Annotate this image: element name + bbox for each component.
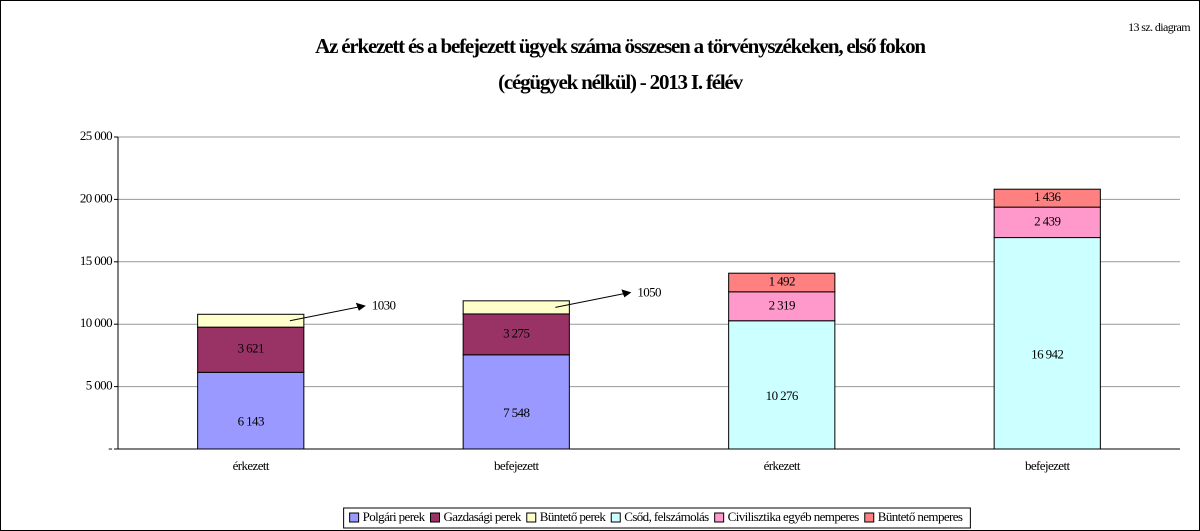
legend-label: Polgári perek bbox=[363, 509, 426, 524]
data-label: 3 275 bbox=[503, 325, 529, 340]
legend-swatch bbox=[430, 512, 440, 523]
x-tick-label: érkezett bbox=[764, 458, 801, 473]
x-tick-label: érkezett bbox=[233, 458, 270, 473]
chart-title: (cégügyek nélkül) - 2013 I. félév bbox=[498, 70, 744, 94]
label-arrowhead bbox=[355, 302, 366, 311]
bar-segment bbox=[728, 291, 836, 322]
legend-swatch bbox=[610, 512, 621, 523]
bar-segment bbox=[197, 326, 305, 373]
bar-segment bbox=[197, 371, 305, 450]
legend-label: Gazdasági perek bbox=[444, 509, 522, 524]
label-arrow bbox=[289, 306, 360, 322]
bar-segment bbox=[993, 237, 1101, 450]
legend-label: Büntető perek bbox=[540, 509, 607, 524]
y-tick-label: 5 000 bbox=[86, 378, 112, 393]
legend-swatch bbox=[714, 512, 725, 523]
bar-segment bbox=[728, 272, 836, 293]
data-label: 7 548 bbox=[503, 405, 529, 420]
legend-swatch bbox=[526, 512, 537, 523]
data-label: 3 621 bbox=[238, 341, 264, 356]
label-arrow bbox=[555, 292, 626, 308]
legend-label: Büntető nemperes bbox=[878, 509, 963, 524]
annotation: 13 sz. diagram bbox=[1128, 20, 1191, 34]
bar-segment bbox=[462, 354, 570, 450]
legend-swatch bbox=[349, 512, 360, 523]
label-arrowhead bbox=[621, 289, 632, 298]
data-label: 1050 bbox=[637, 284, 661, 299]
data-label: 6 143 bbox=[238, 414, 264, 429]
bar-segment bbox=[462, 300, 570, 315]
data-label: 16 942 bbox=[1031, 346, 1063, 361]
legend-label: Csőd, felszámolás bbox=[624, 509, 709, 524]
bar-segment bbox=[993, 206, 1101, 239]
x-tick-label: befejezett bbox=[1025, 458, 1071, 473]
y-tick-label: 25 000 bbox=[80, 128, 112, 143]
y-tick-label: - bbox=[108, 440, 112, 455]
y-tick-label: 20 000 bbox=[80, 190, 112, 205]
data-label: 10 276 bbox=[766, 388, 799, 403]
legend-swatch bbox=[864, 512, 875, 523]
data-label: 2 439 bbox=[1034, 213, 1060, 228]
legend-box bbox=[343, 507, 971, 529]
data-label: 2 319 bbox=[769, 297, 795, 312]
chart-title: Az érkezett és a befejezett ügyek száma … bbox=[315, 34, 926, 58]
y-tick-label: 15 000 bbox=[80, 253, 112, 268]
data-label: 1 436 bbox=[1034, 189, 1061, 204]
x-tick-label: befejezett bbox=[494, 458, 540, 473]
bar-segment bbox=[197, 313, 305, 328]
bar-segment bbox=[462, 313, 570, 356]
legend-label: Civilisztika egyéb nemperes bbox=[728, 509, 860, 524]
data-label: 1 492 bbox=[769, 273, 795, 288]
bar-segment bbox=[728, 320, 836, 450]
y-tick-label: 10 000 bbox=[80, 315, 112, 330]
bar-segment bbox=[993, 188, 1101, 208]
data-label: 1030 bbox=[372, 298, 396, 313]
